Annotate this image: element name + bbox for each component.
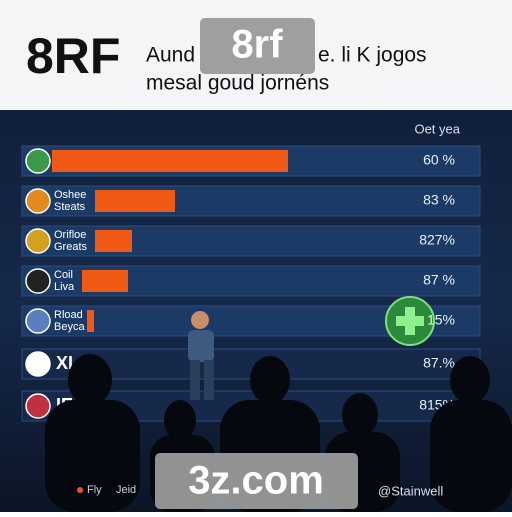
watermark: 8rf bbox=[231, 23, 283, 67]
row-icon bbox=[25, 188, 51, 214]
row-box bbox=[21, 225, 481, 257]
legend-label: Jeid bbox=[116, 484, 136, 496]
credit: @Stainwell bbox=[378, 483, 443, 498]
watermark-box bbox=[200, 18, 315, 74]
watermark: 3z.com bbox=[188, 459, 324, 503]
bar bbox=[95, 230, 132, 252]
bar bbox=[87, 310, 94, 332]
player bbox=[188, 311, 214, 400]
legend-label: Fly bbox=[87, 484, 102, 496]
row-value: 15% bbox=[427, 312, 455, 328]
row-icon bbox=[25, 268, 51, 294]
row-value: 87 % bbox=[423, 272, 455, 288]
bar bbox=[95, 190, 175, 212]
row-icon bbox=[25, 228, 51, 254]
title: Aund bbox=[146, 44, 195, 67]
row-value: 60 % bbox=[423, 152, 455, 168]
row-icon bbox=[25, 351, 51, 377]
column-header: Oet yea bbox=[414, 121, 460, 136]
row-value: 83 % bbox=[423, 192, 455, 208]
row-label: Coil Liva bbox=[54, 269, 75, 293]
row-box bbox=[21, 185, 481, 217]
title: e. li K jogos bbox=[318, 44, 427, 67]
row-icon bbox=[25, 308, 51, 334]
watermark-box bbox=[155, 453, 358, 509]
legend-dot bbox=[77, 487, 83, 493]
plus-bar bbox=[405, 307, 415, 335]
row-label: Rload Beyca bbox=[54, 309, 85, 333]
logo: 8RF bbox=[26, 28, 120, 84]
row-label: XI bbox=[56, 353, 73, 373]
row-icon bbox=[25, 148, 51, 174]
row-value: 87.% bbox=[423, 355, 455, 371]
row-icon bbox=[25, 393, 51, 419]
subtitle: mesal goud jornéns bbox=[146, 72, 329, 95]
bar bbox=[82, 270, 128, 292]
row-value: 827% bbox=[419, 232, 455, 248]
bar bbox=[52, 150, 288, 172]
row-label: Orifloe Greats bbox=[54, 229, 88, 253]
row-label: Oshee Steats bbox=[54, 189, 86, 213]
